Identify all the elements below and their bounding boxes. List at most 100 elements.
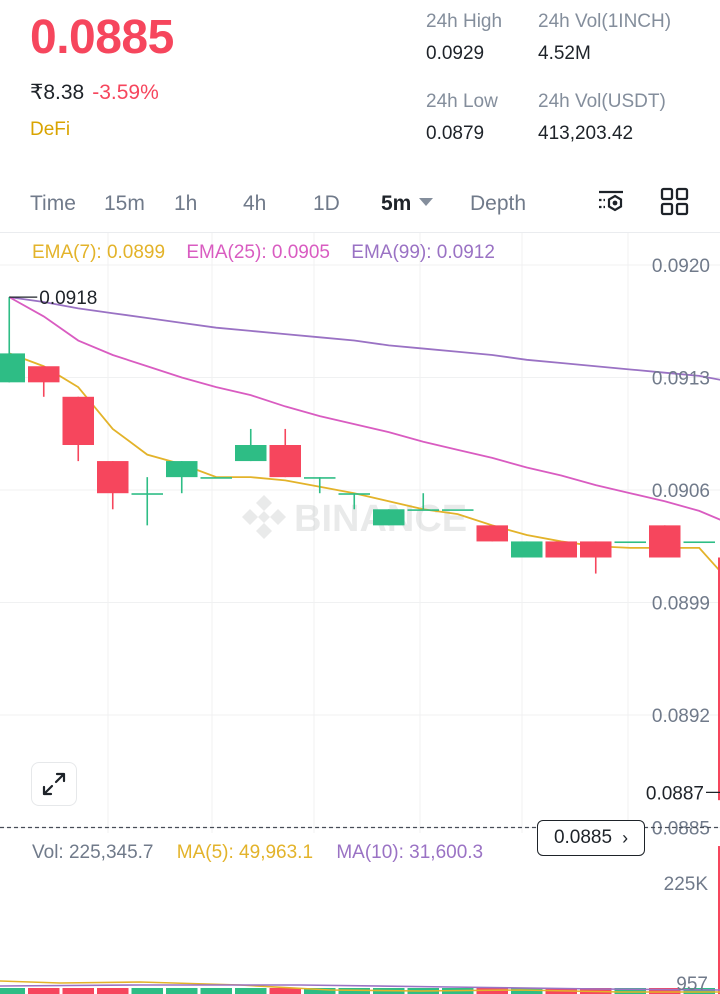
candle: [545, 541, 577, 558]
min-price-label: 0.0887: [646, 783, 704, 804]
candle: [28, 366, 60, 397]
tab-1h[interactable]: 1h: [174, 192, 198, 215]
price-axis-tick: 0.0906: [652, 481, 710, 502]
tab-time[interactable]: Time: [30, 192, 76, 215]
ema-legend: EMA(7): 0.0899 EMA(25): 0.0905 EMA(99): …: [32, 242, 511, 264]
candle-body: [0, 353, 25, 383]
volume-bar: [0, 988, 25, 994]
candle-body: [235, 445, 267, 462]
volume-bars: 225K 957: [0, 846, 720, 994]
tab-15m[interactable]: 15m: [104, 192, 145, 215]
candle-body: [131, 493, 163, 495]
candlestick-chart[interactable]: BINANCE 0.09200.09130.09060.08990.08920.…: [0, 233, 720, 994]
candle: [407, 493, 439, 511]
candle-body: [545, 541, 577, 558]
ma10-label: MA(10): 31,600.3: [336, 842, 484, 863]
candle-body: [28, 366, 60, 383]
candle-body: [511, 541, 543, 558]
ema99-label: EMA(99): 0.0912: [351, 242, 495, 263]
vol-label: Vol: 225,345.7: [32, 842, 154, 863]
stat-label: 24h Low: [426, 91, 498, 112]
ema99-line: [9, 296, 720, 381]
volume-bar: [304, 988, 336, 994]
ema25-line: [8, 296, 720, 521]
fiat-price: ₹8.38: [30, 81, 85, 104]
tab-1d[interactable]: 1D: [313, 192, 340, 215]
candles: [0, 297, 720, 801]
chart-grid: [0, 233, 720, 833]
watermark: BINANCE: [242, 495, 467, 540]
tab-4h[interactable]: 4h: [243, 192, 267, 215]
tab-5m-label: 5m: [381, 192, 412, 215]
stat-label: 24h High: [426, 11, 503, 32]
volume-bar: [718, 846, 720, 994]
volume-bar: [28, 988, 60, 994]
stat-value: 4.52M: [538, 43, 591, 64]
candle-body: [649, 525, 681, 558]
volume-axis-tick: 225K: [664, 874, 709, 895]
candle-body: [373, 509, 405, 526]
price-axis-tick: 0.0892: [652, 706, 710, 727]
volume-legend: Vol: 225,345.7 MA(5): 49,963.1 MA(10): 3…: [32, 842, 501, 864]
volume-bar: [200, 988, 232, 994]
candle-body: [718, 557, 720, 801]
price-axis-tick: 0.0920: [652, 256, 710, 277]
stat-value: 0.0929: [426, 43, 485, 64]
stat-24h-vol-quote: 24h Vol(USDT) 413,203.42: [538, 92, 666, 143]
last-price: 0.0885: [30, 11, 174, 64]
ma10-line: [0, 984, 720, 991]
current-price-tag[interactable]: 0.0885 ›: [537, 820, 645, 856]
volume-bar: [614, 988, 646, 994]
price-axis-tick: 0.0885: [652, 819, 710, 840]
grid-layout-icon[interactable]: [659, 186, 691, 218]
candle-body: [476, 525, 508, 542]
candle: [683, 541, 715, 544]
candle-body: [269, 445, 301, 478]
candle: [338, 493, 370, 510]
candle-body: [407, 509, 439, 511]
candle: [166, 461, 198, 494]
candle-body: [580, 541, 612, 558]
stat-label: 24h Vol(USDT): [538, 91, 666, 112]
candle: [62, 396, 94, 462]
tab-5m[interactable]: 5m: [381, 192, 434, 216]
price-axis-tick: 0.0899: [652, 594, 710, 615]
candle: [97, 461, 129, 510]
volume-bar: [131, 988, 163, 994]
candle-body: [442, 509, 474, 511]
candle-body: [683, 541, 715, 544]
chevron-down-icon: [419, 198, 434, 207]
candle-body: [304, 477, 336, 479]
price-axis: 0.0920 0.0913 0.0906 0.0899 0.0892 0.0885: [652, 256, 710, 840]
expand-icon: [42, 772, 66, 796]
expand-chart-button[interactable]: [31, 762, 77, 806]
candle: [373, 509, 405, 526]
candle: [580, 541, 612, 574]
candle: [476, 525, 508, 542]
max-price-label: 0.0918: [39, 288, 97, 309]
candle-body: [200, 477, 232, 479]
ma5-label: MA(5): 49,963.1: [176, 842, 314, 863]
candle: [200, 477, 232, 479]
ema7-label: EMA(7): 0.0899: [32, 242, 166, 263]
candle-body: [166, 461, 198, 478]
stat-value: 0.0879: [426, 123, 485, 144]
candle: [649, 525, 681, 558]
price-markers: 0.0918 0.0887: [0, 288, 720, 829]
volume-bar: [683, 988, 715, 994]
candle: [269, 428, 301, 478]
price-change: -3.59%: [92, 81, 159, 104]
current-price-value: 0.0885: [553, 827, 613, 848]
category-tag[interactable]: DeFi: [30, 119, 71, 140]
stat-24h-high: 24h High 0.0929: [426, 12, 502, 63]
stat-24h-low: 24h Low 0.0879: [426, 92, 498, 143]
tab-depth[interactable]: Depth: [470, 192, 527, 215]
ma5-line: [0, 980, 720, 993]
chart-settings-icon[interactable]: [596, 186, 628, 218]
ema25-label: EMA(25): 0.0905: [186, 242, 330, 263]
stat-value: 413,203.42: [538, 123, 634, 144]
volume-bar: [269, 988, 301, 994]
candle-body: [62, 396, 94, 445]
volume-bar: [235, 988, 267, 994]
interval-tabs: Time 15m 1h 4h 1D 5m Depth: [0, 178, 720, 228]
